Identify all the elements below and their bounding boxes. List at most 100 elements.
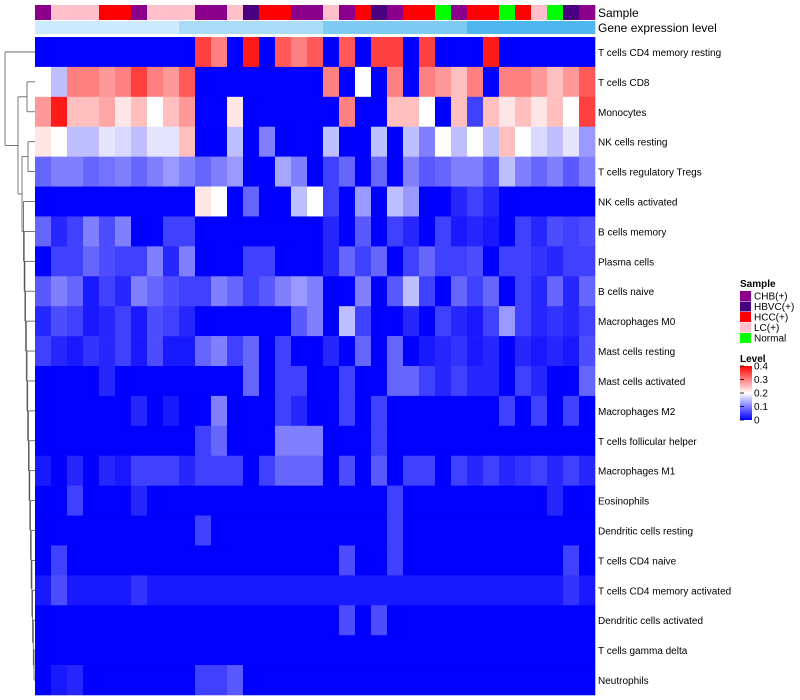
heatmap-cell xyxy=(211,156,228,187)
heatmap-cell xyxy=(51,665,68,696)
heatmap-cell xyxy=(531,515,548,546)
heatmap-cell xyxy=(547,635,564,666)
heatmap-cell xyxy=(339,635,356,666)
gene-annotation-cell xyxy=(563,21,580,34)
sample-annotation-cell xyxy=(115,5,132,20)
heatmap-cell xyxy=(387,186,404,217)
heatmap-cell xyxy=(275,216,292,247)
heatmap-cell xyxy=(563,126,580,157)
heatmap-cell xyxy=(35,306,52,337)
heatmap-cell xyxy=(403,336,420,367)
heatmap-cell xyxy=(467,575,484,606)
gene-annotation-cell xyxy=(291,21,308,34)
heatmap-cell xyxy=(179,96,196,128)
gene-annotation-cell xyxy=(195,21,212,34)
heatmap-cell xyxy=(227,605,244,636)
heatmap-cell xyxy=(547,605,564,636)
heatmap-cell xyxy=(579,37,596,68)
row-label: Neutrophils xyxy=(598,676,649,687)
heatmap-cell xyxy=(323,545,340,576)
heatmap-cell xyxy=(483,336,500,367)
heatmap-cell xyxy=(211,336,228,367)
heatmap-cell xyxy=(195,455,212,486)
heatmap-cell xyxy=(419,575,436,606)
heatmap-cell xyxy=(67,156,84,187)
row-label: B cells memory xyxy=(598,227,666,238)
heatmap-cell xyxy=(387,126,404,157)
row-label: Macrophages M0 xyxy=(598,317,676,328)
heatmap-cell xyxy=(547,246,564,277)
heatmap-cell xyxy=(435,37,452,68)
heatmap-cell xyxy=(259,395,276,427)
heatmap-cell xyxy=(419,366,436,397)
row-label: T cells CD4 memory resting xyxy=(598,48,721,59)
heatmap-cell xyxy=(403,575,420,606)
heatmap-cell xyxy=(531,485,548,516)
level-tick-label: 0.4 xyxy=(754,362,768,373)
heatmap-cell xyxy=(179,306,196,337)
heatmap-cell xyxy=(291,635,308,666)
gene-annotation-cell xyxy=(307,21,324,34)
heatmap-cell xyxy=(147,665,164,696)
heatmap-cell xyxy=(211,605,228,636)
heatmap-cell xyxy=(579,425,596,457)
heatmap-cell xyxy=(339,605,356,636)
row-label: NK cells activated xyxy=(598,198,677,209)
heatmap-cell xyxy=(579,216,596,247)
heatmap-cell xyxy=(195,395,212,427)
sample-annotation-cell xyxy=(35,5,52,20)
heatmap-cell xyxy=(387,156,404,187)
heatmap-cell xyxy=(307,66,324,98)
sample-annotation-cell xyxy=(355,5,372,20)
heatmap-cell xyxy=(307,306,324,337)
heatmap-cell xyxy=(147,276,164,307)
heatmap-cell xyxy=(579,186,596,217)
heatmap-cell xyxy=(515,156,532,187)
row-label: Monocytes xyxy=(598,108,646,119)
gene-expression-annotation-bar xyxy=(35,21,596,34)
heatmap-cell xyxy=(387,515,404,546)
gene-annotation-cell xyxy=(243,21,260,34)
row-label: Mast cells resting xyxy=(598,347,675,358)
heatmap-cell xyxy=(483,156,500,187)
heatmap-cell xyxy=(83,485,100,516)
heatmap-cell xyxy=(291,575,308,606)
heatmap-cell xyxy=(435,425,452,457)
heatmap-cell xyxy=(67,246,84,277)
heatmap-cell xyxy=(531,366,548,397)
heatmap-cell xyxy=(259,276,276,307)
sample-annotation-cell xyxy=(387,5,404,20)
heatmap-cell xyxy=(259,455,276,486)
heatmap-cell xyxy=(579,665,596,696)
heatmap-cell xyxy=(67,605,84,636)
heatmap-cell xyxy=(355,605,372,636)
row-label: T cells CD4 naive xyxy=(598,556,677,567)
sample-annotation-cell xyxy=(131,5,148,20)
heatmap-cell xyxy=(499,395,516,427)
heatmap-cell xyxy=(531,336,548,367)
heatmap-cell xyxy=(339,455,356,486)
heatmap-cell xyxy=(179,425,196,457)
heatmap-cell xyxy=(115,575,132,606)
heatmap-cell xyxy=(259,665,276,696)
heatmap-cell xyxy=(307,395,324,427)
heatmap-cell xyxy=(515,366,532,397)
heatmap-cell xyxy=(515,37,532,68)
heatmap-cell xyxy=(147,485,164,516)
heatmap-cell xyxy=(275,545,292,576)
heatmap-cell xyxy=(179,545,196,576)
heatmap-cell xyxy=(435,635,452,666)
heatmap-cell xyxy=(275,425,292,457)
heatmap-cell xyxy=(563,216,580,247)
heatmap-cell xyxy=(35,515,52,546)
gene-annotation-cell xyxy=(499,21,516,34)
heatmap-cell xyxy=(291,96,308,128)
heatmap-cell xyxy=(467,216,484,247)
heatmap-cell xyxy=(531,216,548,247)
sample-annotation-cell xyxy=(435,5,452,20)
heatmap-cell xyxy=(435,156,452,187)
heatmap-cell xyxy=(275,515,292,546)
heatmap-cell xyxy=(115,66,132,98)
heatmap-cell xyxy=(131,216,148,247)
